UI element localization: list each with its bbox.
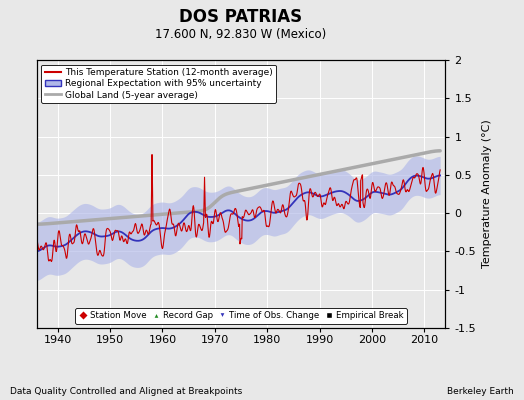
Legend: Station Move, Record Gap, Time of Obs. Change, Empirical Break: Station Move, Record Gap, Time of Obs. C… bbox=[75, 308, 407, 324]
Text: 17.600 N, 92.830 W (Mexico): 17.600 N, 92.830 W (Mexico) bbox=[156, 28, 326, 41]
Y-axis label: Temperature Anomaly (°C): Temperature Anomaly (°C) bbox=[482, 120, 492, 268]
Text: Data Quality Controlled and Aligned at Breakpoints: Data Quality Controlled and Aligned at B… bbox=[10, 387, 243, 396]
Text: DOS PATRIAS: DOS PATRIAS bbox=[180, 8, 302, 26]
Text: Berkeley Earth: Berkeley Earth bbox=[447, 387, 514, 396]
